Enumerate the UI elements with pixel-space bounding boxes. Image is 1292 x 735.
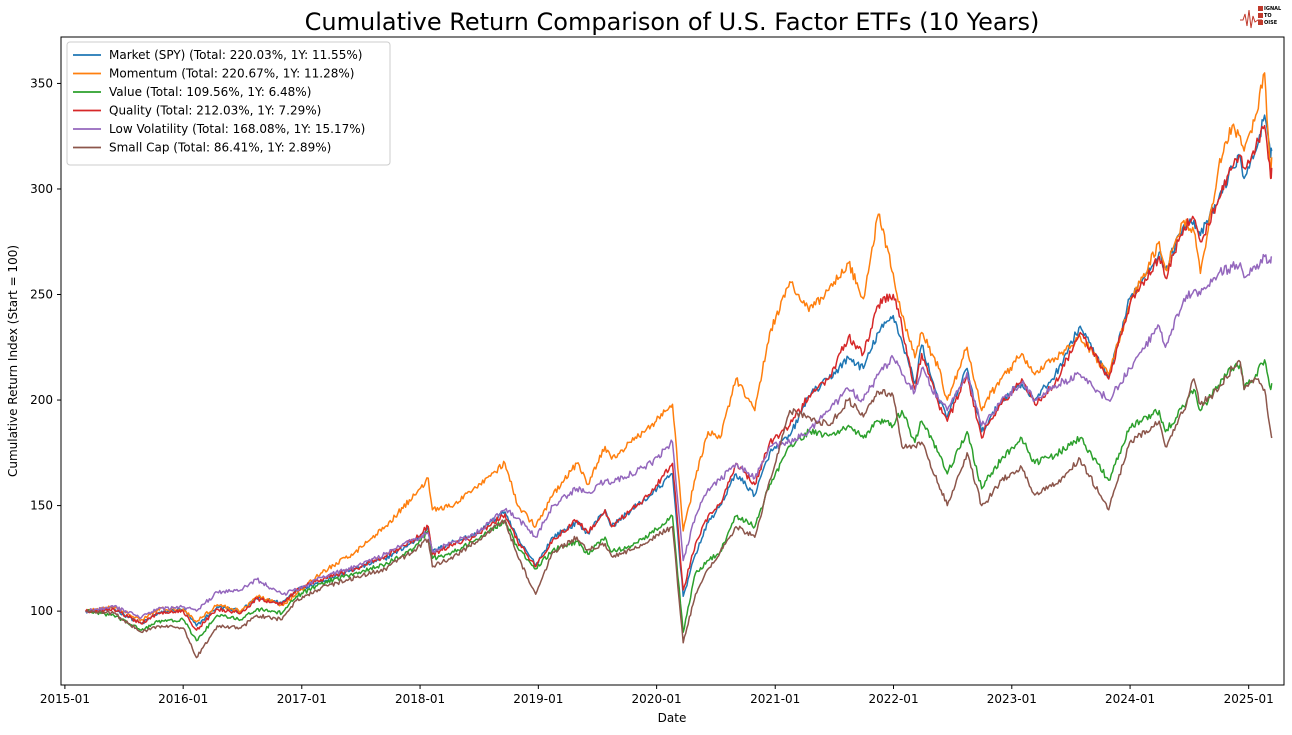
x-tick-label: 2021-01 [750,692,800,706]
signal-to-noise-logo: IGNAL TO OISE [1240,6,1282,29]
series-line-2 [85,359,1273,642]
y-axis: 100 150 200 250 300 350 [30,76,61,618]
svg-text:OISE: OISE [1264,20,1278,26]
legend-entry: Small Cap (Total: 86.41%, 1Y: 2.89%) [109,141,331,155]
x-tick-label: 2016-01 [158,692,208,706]
svg-text:TO: TO [1264,13,1272,19]
legend-box [66,41,391,166]
legend-entry: Momentum (Total: 220.67%, 1Y: 11.28%) [109,67,354,81]
series-line-3 [85,124,1273,631]
svg-text:IGNAL: IGNAL [1264,6,1282,12]
legend-entry: Low Volatility (Total: 168.08%, 1Y: 15.1… [109,122,365,136]
x-tick-label: 2015-01 [40,692,90,706]
legend-entry: Value (Total: 109.56%, 1Y: 6.48%) [109,85,311,99]
legend-entry: Quality (Total: 212.03%, 1Y: 7.29%) [109,104,321,118]
x-axis-label: Date [658,711,687,725]
x-tick-label: 2020-01 [632,692,682,706]
y-tick-label: 250 [30,288,53,302]
x-tick-label: 2018-01 [395,692,445,706]
legend-entry: Market (SPY) (Total: 220.03%, 1Y: 11.55%… [109,48,362,62]
y-tick-label: 200 [30,393,53,407]
logo-waveform-icon [1240,9,1262,29]
y-tick-label: 350 [30,76,53,90]
y-tick-label: 150 [30,499,53,513]
x-tick-label: 2025-01 [1224,692,1274,706]
x-tick-label: 2022-01 [868,692,918,706]
y-tick-label: 300 [30,182,53,196]
x-tick-label: 2023-01 [987,692,1037,706]
series-lines [84,72,1273,659]
x-tick-label: 2017-01 [277,692,327,706]
chart-title: Cumulative Return Comparison of U.S. Fac… [305,8,1040,36]
x-tick-label: 2019-01 [513,692,563,706]
legend: Market (SPY) (Total: 220.03%, 1Y: 11.55%… [66,41,391,166]
y-tick-label: 100 [30,604,53,618]
y-axis-label: Cumulative Return Index (Start = 100) [6,245,20,477]
series-line-5 [85,359,1273,659]
plot-area-frame [60,36,1285,686]
x-axis: 2015-01 2016-01 2017-01 2018-01 2019-01 2020-… [40,685,1274,706]
x-tick-label: 2024-01 [1105,692,1155,706]
series-line-4 [85,253,1273,620]
